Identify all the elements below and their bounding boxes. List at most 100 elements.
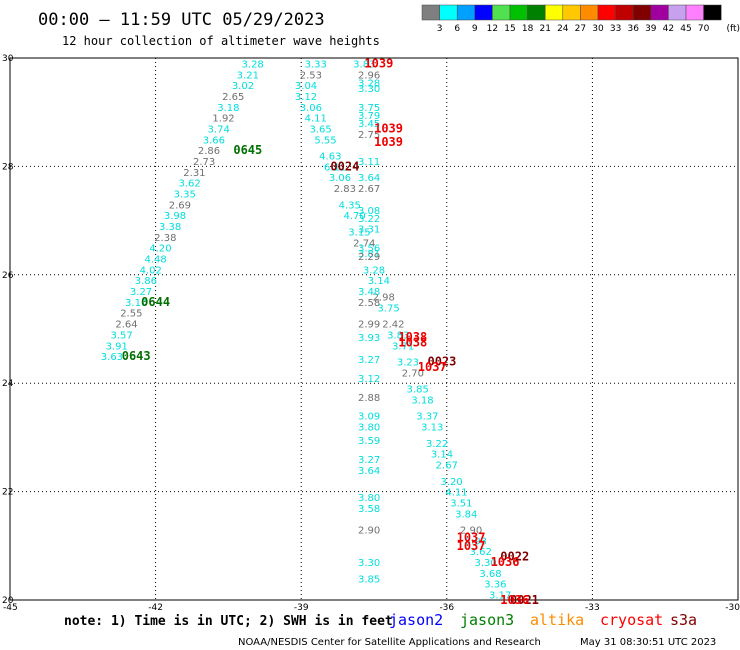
- wave-height-label: 3.56: [358, 244, 380, 255]
- wave-height-label: 3.17: [489, 591, 511, 602]
- satellite-s3a: s3a: [670, 611, 697, 629]
- satellite-jason2: jason2: [389, 611, 443, 629]
- wave-height-label: 3.81: [358, 249, 380, 260]
- wave-height-label: 3.62: [178, 179, 200, 190]
- wave-height-label: 2.73: [193, 157, 215, 168]
- wave-height-label: 3.71: [392, 341, 414, 352]
- wave-height-label: 4.11: [305, 114, 327, 125]
- legend-label: 18: [522, 24, 534, 34]
- legend-swatch: [509, 4, 528, 21]
- wave-height-label: 3.13: [421, 423, 443, 434]
- time-label: 1038: [398, 330, 427, 344]
- wave-height-label: 2.53: [300, 70, 322, 81]
- wave-height-label: 3.27: [130, 287, 152, 298]
- wave-height-label: 3.68: [479, 569, 501, 580]
- y-tick-label: 28: [2, 162, 14, 172]
- wave-height-label: 3.85: [358, 574, 380, 585]
- wave-height-label: 2.99: [358, 320, 380, 331]
- wave-height-label: 3.85: [407, 385, 429, 396]
- time-label: 0644: [141, 295, 170, 309]
- time-label: 1036: [500, 593, 529, 607]
- time-label: 1037: [418, 360, 447, 374]
- y-tick-label: 24: [2, 379, 14, 389]
- wave-height-label: 3.83: [353, 59, 375, 70]
- wave-height-label: 2.65: [222, 92, 244, 103]
- wave-height-label: 3.91: [106, 341, 128, 352]
- time-label: 1039: [374, 135, 403, 149]
- legend-swatch: [668, 4, 687, 21]
- legend-label: 9: [472, 24, 478, 34]
- wave-height-label: 2.31: [183, 168, 205, 179]
- legend-label: 12: [487, 24, 498, 34]
- legend-swatch: [632, 4, 652, 21]
- wave-height-label: 3.21: [237, 70, 259, 81]
- wave-height-label: 3.22: [358, 214, 380, 225]
- wave-height-label: 4.70: [343, 211, 365, 222]
- satellite-jason3: jason3: [460, 611, 514, 629]
- time-label: 0024: [330, 159, 359, 173]
- time-label: 0645: [233, 143, 262, 157]
- wave-height-label: 3.45: [358, 119, 380, 130]
- legend-swatch: [474, 4, 493, 21]
- wave-height-label: 3.30: [474, 558, 496, 569]
- legend-label: 24: [557, 24, 569, 34]
- y-tick-label: 26: [2, 271, 14, 281]
- wave-height-label: 3.66: [203, 135, 225, 146]
- wave-height-label: 3.58: [358, 504, 380, 515]
- wave-height-label: 2.55: [120, 309, 142, 320]
- wave-height-label: 3.80: [358, 493, 380, 504]
- wave-height-label: 3.28: [358, 78, 380, 89]
- legend-swatch: [685, 4, 704, 21]
- wave-height-label: 2.90: [358, 526, 380, 537]
- y-tick-label: 22: [2, 488, 13, 498]
- grid-lines: [10, 58, 738, 600]
- legend-label: 30: [592, 24, 604, 34]
- wave-height-label: 5.55: [314, 135, 336, 146]
- time-label: 1039: [374, 121, 403, 135]
- time-label: 1036: [491, 555, 520, 569]
- legend-label: 45: [680, 24, 691, 34]
- plot-frame: [9, 57, 739, 601]
- wave-height-label: 3.75: [377, 303, 399, 314]
- wave-height-label: 3.14: [431, 450, 453, 461]
- wave-height-label: 2.74: [353, 238, 375, 249]
- wave-height-label: 4.35: [339, 200, 361, 211]
- legend-swatch: [492, 4, 511, 21]
- x-tick-label: -30: [725, 603, 740, 613]
- wave-height-label: 3.63: [101, 352, 123, 363]
- y-tick-label: 30: [2, 54, 14, 64]
- wave-height-label: 3.84: [455, 509, 477, 520]
- wave-height-label: 3.79: [358, 111, 380, 122]
- wave-height-label: 3.65: [309, 124, 331, 135]
- legend-swatch: [650, 4, 669, 21]
- x-tick-label: -33: [585, 603, 600, 613]
- wave-height-label: 2.98: [373, 292, 395, 303]
- wave-height-label: 2.29: [358, 252, 380, 263]
- wave-height-label: 2.83: [334, 184, 356, 195]
- legend-swatch: [439, 4, 458, 21]
- legend-label: 39: [645, 24, 657, 34]
- wave-height-label: 3.64: [358, 466, 380, 477]
- wave-height-label: 3.09: [358, 412, 380, 423]
- legend-label: 33: [610, 24, 621, 34]
- chart-title: 00:00 – 11:59 UTC 05/29/2023: [38, 10, 325, 30]
- legend-label: 70: [698, 24, 710, 34]
- wave-height-label: 3.14: [368, 276, 390, 287]
- timestamp-text: May 31 08:30:51 UTC 2023: [580, 637, 716, 648]
- wave-height-label: 4.63: [319, 152, 341, 163]
- axis-ticks: -45 -42 -39 -36 -33 -30 20 22 24 26 28 30: [2, 54, 740, 613]
- wave-height-label: 1.92: [212, 114, 234, 125]
- wave-height-label: 3.28: [363, 265, 385, 276]
- wave-height-label: 3.35: [174, 190, 196, 201]
- wave-height-label: 3.62: [470, 547, 492, 558]
- wave-height-label: 3.23: [397, 358, 419, 369]
- wave-height-label: 3.02: [232, 81, 254, 92]
- wave-height-label: 3.30: [358, 558, 380, 569]
- legend-swatch: [421, 4, 440, 21]
- wave-height-label: 3.31: [358, 225, 380, 236]
- legend-label: 42: [663, 24, 674, 34]
- wave-height-label: 2.88: [358, 393, 380, 404]
- legend-swatch: [562, 4, 581, 21]
- legend-unit: (ft): [726, 24, 740, 34]
- y-tick-label: 20: [2, 596, 14, 606]
